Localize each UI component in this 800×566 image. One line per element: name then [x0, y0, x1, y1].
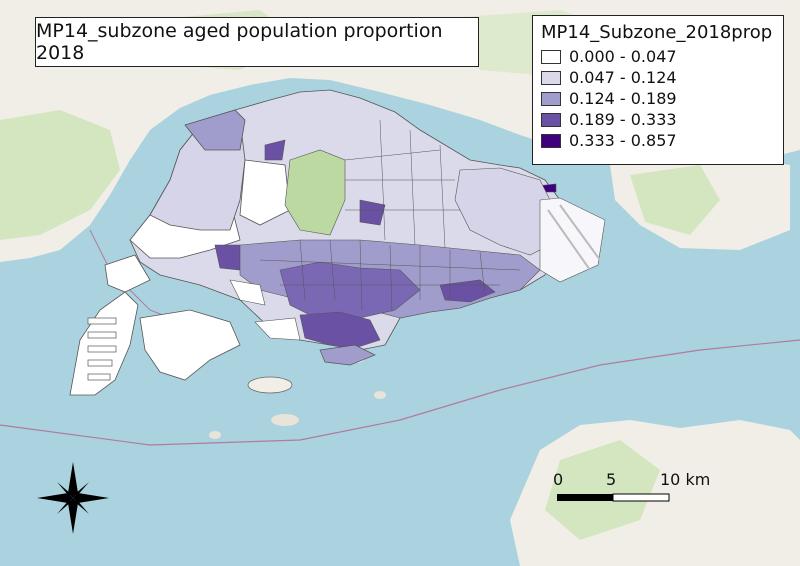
compass-rose-icon — [37, 462, 109, 534]
small-island — [209, 431, 221, 439]
subzone-class-3[interactable] — [184, 109, 246, 151]
maritime-boundary — [0, 339, 800, 446]
legend-title: MP14_Subzone_2018prop — [541, 22, 773, 43]
subzone-class-1[interactable] — [139, 309, 241, 381]
legend-swatch — [541, 133, 561, 148]
legend-label: 0.189 - 0.333 — [569, 110, 677, 129]
subzone-class-3[interactable] — [319, 344, 376, 366]
subzone-class-4[interactable] — [279, 261, 421, 321]
subzone-class-4[interactable] — [359, 199, 386, 226]
subzone-class-1[interactable] — [539, 197, 606, 283]
small-island — [374, 391, 386, 399]
legend-label: 0.000 - 0.047 — [569, 47, 677, 66]
legend-swatch — [541, 70, 561, 85]
legend-label: 0.333 - 0.857 — [569, 131, 677, 150]
subzone-class-1[interactable] — [104, 254, 151, 293]
scale-bar-labels: 0 5 10 km — [545, 470, 725, 492]
nature-reserve — [284, 149, 346, 236]
subzone-class-1[interactable] — [69, 291, 139, 396]
subzone-class-4[interactable] — [439, 279, 496, 303]
legend-label: 0.047 - 0.124 — [569, 68, 677, 87]
runway — [559, 204, 601, 261]
legend-item: 0.124 - 0.189 — [541, 88, 773, 109]
small-island — [247, 376, 293, 394]
subzone-class-1[interactable] — [254, 317, 301, 341]
scale-label-0: 0 — [553, 470, 564, 489]
subzone-class-1[interactable] — [229, 279, 266, 306]
legend-item: 0.047 - 0.124 — [541, 67, 773, 88]
subzone-boundaries — [259, 119, 521, 313]
legend-swatch — [541, 91, 561, 106]
subzone-class-1[interactable] — [239, 159, 291, 226]
southern-islands-vegetation — [545, 440, 660, 540]
legend-item: 0.189 - 0.333 — [541, 109, 773, 130]
subzone-class-4[interactable] — [264, 139, 286, 161]
legend: MP14_Subzone_2018prop 0.000 - 0.047 0.04… — [532, 15, 784, 165]
legend-item: 0.333 - 0.857 — [541, 130, 773, 151]
scale-label-5: 5 — [606, 470, 617, 489]
small-island — [271, 414, 299, 426]
legend-item: 0.000 - 0.047 — [541, 46, 773, 67]
pier-fingers — [87, 317, 117, 381]
subzone-class-4[interactable] — [299, 311, 381, 349]
legend-label: 0.124 - 0.189 — [569, 89, 677, 108]
eastern-island-vegetation — [630, 165, 720, 235]
scale-label-10: 10 km — [660, 470, 711, 489]
johor-vegetation — [0, 110, 120, 240]
runway — [547, 209, 591, 271]
map-title: MP14_subzone aged population proportion … — [35, 17, 479, 67]
scale-bar — [557, 493, 670, 502]
legend-swatch — [541, 49, 561, 64]
legend-swatch — [541, 112, 561, 127]
